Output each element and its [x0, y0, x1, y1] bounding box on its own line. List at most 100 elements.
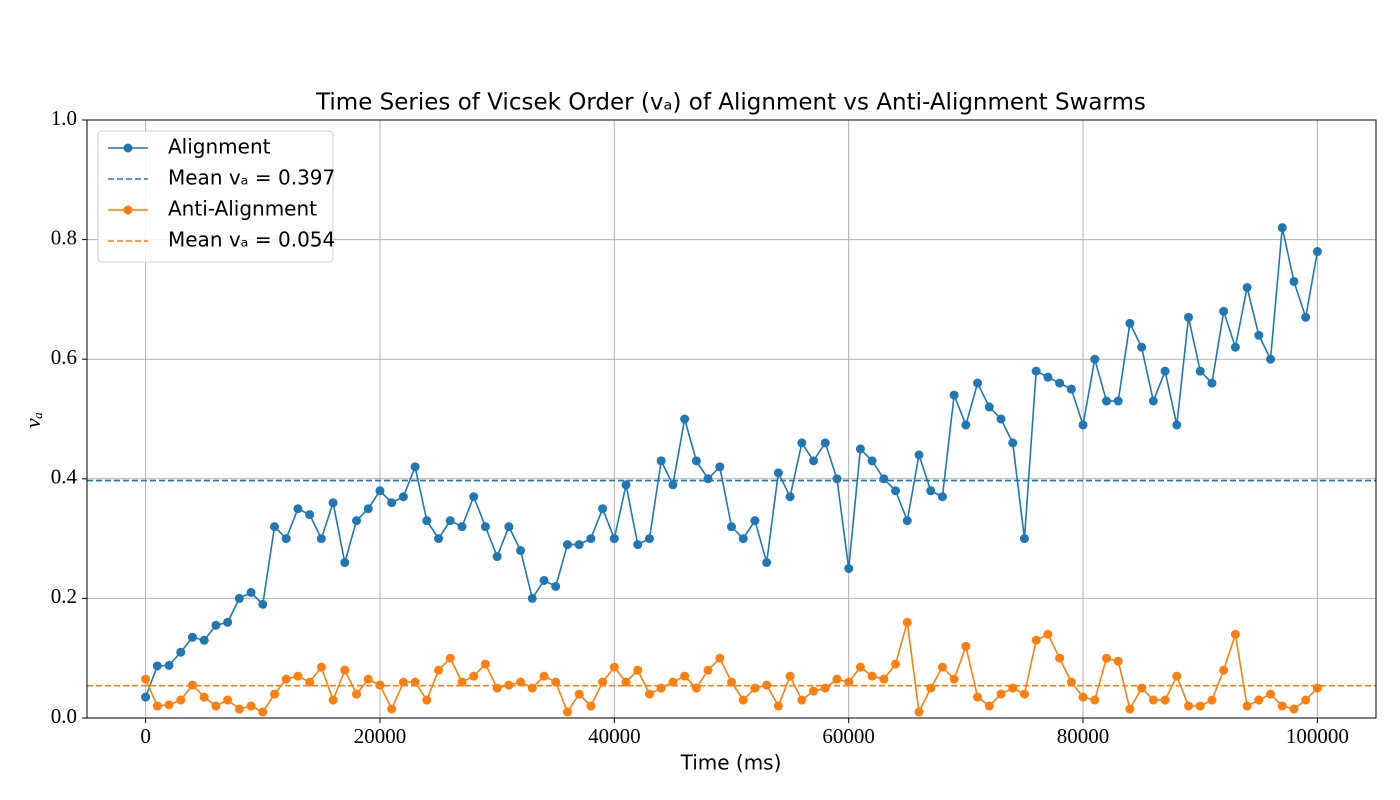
data-point	[187, 680, 197, 690]
data-point	[1090, 695, 1100, 705]
data-point	[984, 402, 994, 412]
data-point	[1125, 318, 1135, 328]
data-point	[809, 456, 819, 466]
data-point	[773, 468, 783, 478]
data-point	[562, 540, 572, 550]
data-point	[1207, 695, 1217, 705]
data-point	[633, 540, 643, 550]
data-point	[434, 665, 444, 675]
data-point	[562, 707, 572, 717]
data-point	[715, 462, 725, 472]
x-tick-label: 100000	[1286, 724, 1349, 748]
data-point	[1113, 396, 1123, 406]
data-point	[469, 671, 479, 681]
data-point	[457, 522, 467, 532]
data-point	[797, 438, 807, 448]
data-point	[1172, 671, 1182, 681]
data-point	[809, 686, 819, 696]
data-point	[352, 516, 362, 526]
data-point	[187, 632, 197, 642]
data-point	[293, 504, 303, 514]
data-point	[445, 653, 455, 663]
data-point	[855, 444, 865, 454]
data-point	[738, 534, 748, 544]
y-tick-label: 0.0	[51, 704, 77, 728]
data-point	[715, 653, 725, 663]
data-point	[340, 665, 350, 675]
x-tick-label: 60000	[822, 724, 875, 748]
data-point	[1230, 629, 1240, 639]
data-point	[551, 581, 561, 591]
data-point	[644, 534, 654, 544]
data-point	[937, 662, 947, 672]
data-point	[914, 707, 924, 717]
data-point	[1101, 653, 1111, 663]
data-point	[223, 695, 233, 705]
data-point	[902, 617, 912, 627]
data-point	[1242, 701, 1252, 711]
x-tick-label: 80000	[1057, 724, 1110, 748]
data-point	[164, 660, 174, 670]
data-point	[961, 641, 971, 651]
data-point	[656, 456, 666, 466]
data-point	[1184, 701, 1194, 711]
data-point	[387, 498, 397, 508]
data-point	[387, 704, 397, 714]
data-point	[305, 510, 315, 520]
data-point	[867, 671, 877, 681]
data-point	[1148, 396, 1158, 406]
data-point	[598, 504, 608, 514]
data-point	[363, 504, 373, 514]
data-point	[363, 674, 373, 684]
data-point	[1137, 342, 1147, 352]
data-point	[340, 558, 350, 568]
data-point	[574, 689, 584, 699]
data-point	[211, 701, 221, 711]
x-tick-label: 0	[140, 724, 151, 748]
data-point	[949, 390, 959, 400]
data-point	[269, 689, 279, 699]
data-point	[141, 692, 151, 702]
data-point	[504, 680, 514, 690]
data-point	[457, 677, 467, 687]
x-tick-label: 20000	[354, 724, 407, 748]
data-point	[1031, 635, 1041, 645]
data-point	[797, 695, 807, 705]
data-point	[668, 677, 678, 687]
data-point	[973, 692, 983, 702]
plot-frame	[86, 119, 1377, 719]
data-point	[973, 378, 983, 388]
data-point	[1008, 438, 1018, 448]
legend: Alignment Mean vₐ = 0.397 Anti-Alignment Me…	[97, 130, 335, 263]
data-point	[1078, 420, 1088, 430]
chart-title: Time Series of Vicsek Order (vₐ) of Alig…	[315, 90, 1146, 116]
data-point	[516, 546, 526, 556]
data-point	[621, 480, 631, 490]
data-point	[1289, 704, 1299, 714]
data-point	[609, 662, 619, 672]
data-point	[879, 474, 889, 484]
legend-label: Alignment	[168, 135, 271, 159]
data-point	[1195, 366, 1205, 376]
data-point	[176, 695, 186, 705]
data-point	[844, 564, 854, 573]
data-point	[246, 587, 256, 597]
data-point	[281, 674, 291, 684]
data-point	[1289, 276, 1299, 286]
data-point	[504, 522, 514, 532]
data-point	[410, 677, 420, 687]
data-point	[316, 534, 326, 544]
data-point	[246, 701, 256, 711]
data-point	[434, 534, 444, 544]
data-point	[879, 674, 889, 684]
series-line	[144, 227, 1319, 698]
data-point	[727, 522, 736, 532]
data-point	[984, 701, 994, 711]
data-point	[422, 516, 432, 526]
data-point	[551, 677, 561, 687]
data-point	[152, 701, 162, 711]
data-point	[961, 420, 971, 430]
data-point	[644, 689, 654, 699]
y-tick-label: 0.8	[51, 225, 77, 249]
